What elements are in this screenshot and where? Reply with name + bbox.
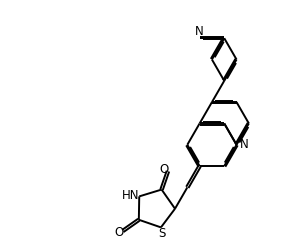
- Text: S: S: [158, 227, 165, 241]
- Text: O: O: [160, 163, 169, 176]
- Text: O: O: [115, 226, 124, 239]
- Text: N: N: [195, 25, 204, 38]
- Text: N: N: [240, 138, 248, 151]
- Text: HN: HN: [122, 189, 139, 202]
